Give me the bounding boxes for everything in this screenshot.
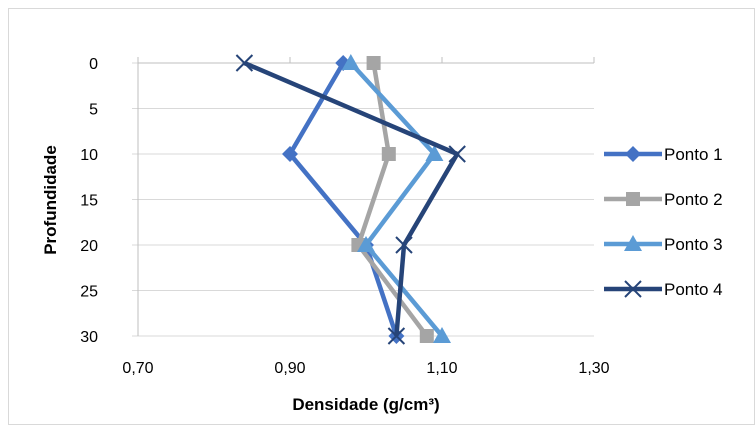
series-3-line	[349, 61, 444, 338]
legend-label-2: Ponto 2	[664, 190, 723, 209]
axes: 0 5 10 15 20 25 30 0,70 0,90 1,10 1,30	[80, 56, 609, 377]
y-tick-label-1: 5	[89, 102, 98, 119]
series-3-point-2	[425, 145, 444, 161]
y-tick-label-0: 0	[89, 56, 98, 73]
y-tick-label-6: 30	[80, 329, 98, 346]
x-tick-label-1: 0,90	[274, 360, 305, 377]
series-1-point-2	[282, 146, 298, 162]
legend-label-3: Ponto 3	[664, 235, 723, 254]
series-4	[235, 54, 466, 345]
series-2	[351, 56, 434, 343]
x-tick-label-3: 1,30	[578, 360, 609, 377]
series-3	[341, 54, 451, 343]
legend-swatch-marker-4	[624, 280, 642, 298]
legend-swatch-marker-2	[626, 192, 640, 206]
legend: Ponto 1 Ponto 2 Ponto 3 Ponto 4	[604, 145, 723, 299]
y-tick-label-4: 20	[80, 238, 98, 255]
series-3-point-4	[433, 327, 451, 343]
legend-entry-4: Ponto 4	[604, 280, 723, 299]
series-4-point-2	[448, 145, 466, 163]
series-4-point-4	[387, 327, 406, 345]
series-1-line	[287, 61, 399, 337]
y-tick-label-2: 10	[80, 147, 98, 164]
x-axis-title: Densidade (g/cm³)	[292, 395, 439, 414]
series-4-point-3	[395, 236, 413, 254]
x-tick-label-2: 1,10	[426, 360, 457, 377]
series-4-line	[243, 60, 460, 337]
legend-swatch-marker-3	[624, 235, 642, 251]
legend-entry-3: Ponto 3	[604, 235, 723, 254]
series-2-line	[356, 62, 429, 338]
series-3-point-1	[341, 54, 360, 70]
series-4-point-1	[235, 54, 254, 72]
series-layer	[235, 54, 466, 345]
legend-label-1: Ponto 1	[664, 145, 723, 164]
legend-label-4: Ponto 4	[664, 280, 723, 299]
grid-lines	[132, 62, 594, 337]
x-tick-label-0: 0,70	[122, 360, 153, 377]
series-2-point-4	[419, 329, 434, 343]
series-3-point-3	[357, 236, 375, 252]
series-2-point-2	[381, 147, 396, 161]
y-tick-label-3: 15	[80, 193, 98, 210]
legend-swatch-marker-1	[625, 146, 641, 162]
legend-entry-2: Ponto 2	[604, 190, 723, 209]
series-2-point-1	[366, 56, 381, 70]
y-tick-label-5: 25	[80, 284, 98, 301]
legend-entry-1: Ponto 1	[604, 145, 723, 164]
y-axis-title: Profundidade	[41, 145, 60, 255]
chart-border	[8, 8, 755, 425]
